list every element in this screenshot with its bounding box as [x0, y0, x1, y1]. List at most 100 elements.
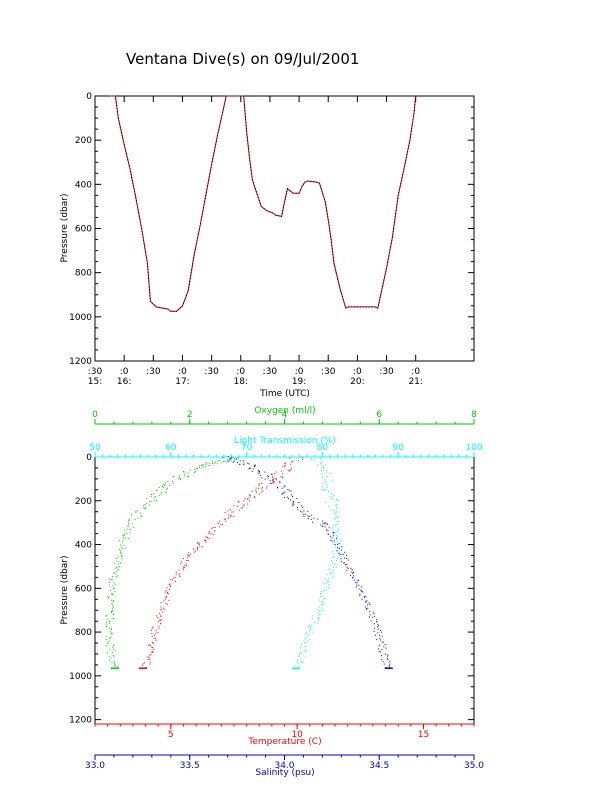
temperature-point — [255, 490, 257, 492]
top-x-tick-label-minutes: :30 — [88, 367, 103, 377]
dive-track-point — [354, 306, 355, 308]
light_transmission-point — [304, 642, 306, 644]
oxygen-point — [109, 659, 111, 661]
temperature-point — [211, 527, 213, 529]
dive-track-point — [328, 224, 330, 226]
dive-track-point — [303, 183, 304, 185]
dive-track-point — [167, 308, 169, 310]
light_transmission-point — [299, 666, 301, 668]
top-x-tick-label-hour: 15: — [88, 377, 102, 387]
salinity-point — [257, 472, 259, 474]
temperature-point — [251, 490, 253, 492]
dive-track-point — [383, 279, 385, 281]
dive-track-point — [384, 276, 386, 278]
light_transmission-point — [318, 618, 320, 619]
salinity-point — [307, 518, 309, 519]
dive-track-point — [149, 295, 151, 297]
oxygen-point — [115, 571, 117, 573]
temperature-point — [242, 507, 244, 508]
light_transmission-point — [338, 547, 340, 549]
bottom-y-tick-label: 1200 — [69, 716, 92, 726]
salinity-point — [383, 663, 385, 665]
oxygen-point — [112, 654, 114, 656]
oxygen-point — [206, 462, 208, 464]
profile-points — [105, 456, 393, 669]
dive-track-point — [338, 284, 340, 286]
oxygen-point — [156, 489, 158, 491]
salinity-point — [281, 487, 283, 489]
salinity-point — [251, 470, 253, 472]
oxygen-point — [122, 539, 124, 541]
top-y-axis-label: Pressure (dbar) — [60, 194, 70, 263]
temperature-point — [162, 611, 164, 613]
light_transmission-point — [297, 660, 298, 662]
temperature-point — [160, 616, 162, 618]
top-x-tick-label-minutes: :30 — [321, 367, 336, 377]
temperature-point — [158, 627, 160, 629]
temperature-point — [236, 506, 238, 508]
top-y-tick-label: 600 — [75, 225, 92, 235]
light_transmission-point — [309, 623, 311, 625]
dive-track-point — [117, 117, 119, 119]
dive-track-point — [124, 147, 126, 149]
temperature-point — [275, 471, 277, 473]
light_transmission-point — [326, 469, 328, 471]
oxygen-point — [144, 508, 146, 510]
oxygen-point — [184, 473, 186, 475]
bottom-y-axis-label: Pressure (dbar) — [60, 556, 70, 625]
temperature-point — [208, 537, 210, 539]
dive-track-point — [269, 211, 271, 213]
oxygen-point — [127, 525, 129, 527]
temperature-point — [158, 625, 160, 627]
oxygen-point — [113, 571, 115, 573]
oxygen-point — [135, 511, 137, 513]
salinity-point — [352, 576, 354, 578]
dive-track-point — [403, 168, 405, 170]
salinity-point — [380, 629, 381, 631]
temperature-point — [185, 563, 187, 565]
temperature-point — [155, 629, 157, 631]
oxygen-point — [167, 481, 169, 482]
light_transmission-tick-label: 100 — [465, 443, 482, 453]
dive-track-point — [210, 167, 212, 169]
oxygen-point — [128, 520, 130, 522]
salinity-point — [232, 461, 234, 463]
salinity-tick-label: 34.5 — [369, 761, 389, 771]
oxygen-point — [111, 611, 112, 613]
dive-track-point — [378, 302, 380, 304]
dive-track-line — [109, 95, 417, 312]
dive-track-point — [117, 111, 118, 113]
dive-track-point — [316, 181, 318, 183]
temperature-point — [282, 465, 284, 467]
temperature-point — [209, 531, 210, 532]
oxygen-point — [167, 487, 168, 489]
light_transmission-point — [300, 647, 302, 649]
oxygen-point — [199, 466, 200, 468]
dive-track-point — [282, 210, 284, 212]
temperature-point — [163, 600, 165, 602]
light_transmission-point — [330, 493, 332, 494]
light_transmission-point — [337, 557, 339, 559]
temperature-point — [149, 658, 151, 660]
dive-track-point — [147, 263, 148, 265]
dive-track-point — [249, 160, 251, 162]
dive-track-point — [394, 221, 395, 223]
dive-track-point — [109, 95, 111, 97]
dive-track-point — [405, 159, 407, 161]
dive-track-point — [263, 208, 265, 210]
oxygen-point — [105, 615, 107, 617]
dive-track-point — [199, 225, 201, 227]
light_transmission-point — [333, 518, 335, 520]
top-y-axis: 0 200 400 600 800 1000 1200 — [69, 92, 474, 367]
dive-track-point — [138, 212, 140, 214]
oxygen-point — [133, 526, 135, 528]
salinity-point — [353, 575, 355, 577]
salinity-point — [322, 525, 324, 527]
temperature-point — [247, 498, 249, 500]
light_transmission-point — [341, 540, 343, 542]
temperature-point — [187, 554, 189, 556]
oxygen-tick-label: 0 — [92, 410, 98, 420]
oxygen-point — [111, 579, 113, 581]
dive-track-point — [209, 173, 211, 175]
oxygen-point — [220, 462, 222, 464]
